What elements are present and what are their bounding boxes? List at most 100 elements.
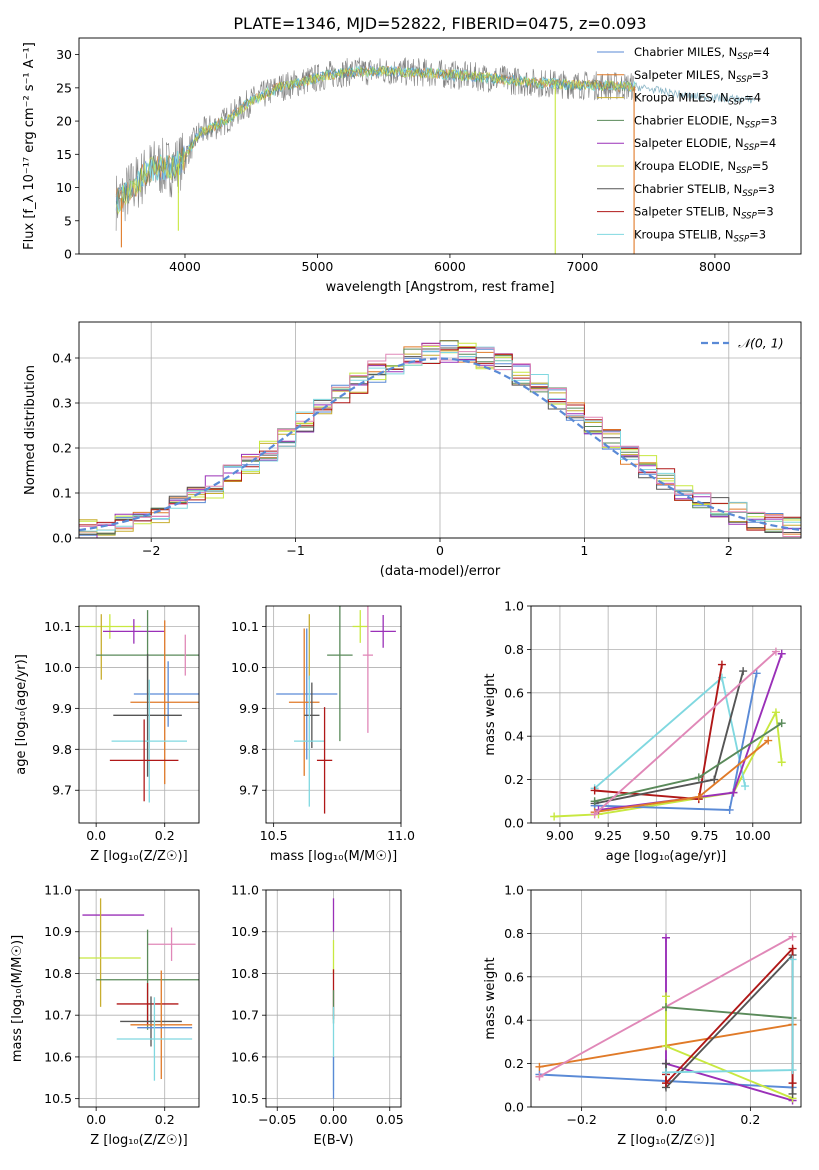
legend-subscript: SSP [745, 120, 761, 130]
y-tick-label: 10.9 [231, 924, 259, 939]
y-axis-label: mass [log₁₀(M/M☉)] [10, 935, 25, 1062]
legend-text: Chabrier ELODIE, N [634, 113, 745, 127]
legend-text: Chabrier MILES, N [634, 45, 737, 59]
axes-frame [265, 605, 402, 824]
y-tick-label: 25 [56, 80, 72, 95]
y-tick-label: 10.1 [44, 619, 72, 634]
legend-subscript: SSP [744, 143, 760, 153]
y-tick-label: 0.3 [52, 396, 72, 411]
legend-tail: =3 [758, 182, 775, 196]
x-tick-label: 0.2 [740, 1112, 760, 1127]
age-vs-mass-panel: 10.5 11.0 9.7 9.8 9.9 10.0 10.1 mass [log₁₀(M/M… [231, 605, 415, 864]
legend-subscript: SSP [741, 212, 757, 222]
y-tick-label: 0.4 [504, 729, 524, 744]
y-tick-label: 10 [56, 180, 72, 195]
weight-point-marker [662, 1003, 670, 1012]
x-tick-label: 0.0 [86, 828, 106, 843]
legend-entry: Chabrier MILES, NSSP=4 [634, 45, 770, 62]
legend-entry: Salpeter ELODIE, NSSP=4 [634, 136, 776, 153]
legend-tail: =3 [757, 205, 774, 219]
legend-text: Kroupa ELODIE, N [634, 159, 736, 173]
legend-tail: =3 [752, 68, 769, 82]
x-tick-label: 9.50 [642, 828, 670, 843]
weight-point-marker [590, 810, 599, 819]
model-spectrum [115, 66, 636, 209]
weight-point-marker [662, 1059, 670, 1068]
x-tick-label: 11.0 [387, 828, 415, 843]
weight-point-marker [729, 788, 738, 797]
legend-subscript: SSP [729, 98, 745, 108]
y-tick-label: 0.6 [504, 685, 524, 700]
x-axis-label: mass [log₁₀(M/M☉)] [270, 849, 397, 864]
weight-point-marker [694, 792, 703, 801]
y-tick-label: 10.1 [231, 619, 259, 634]
x-tick-label: −0.2 [566, 1112, 596, 1127]
y-tick-label: 9.7 [239, 783, 259, 798]
histogram-series [79, 347, 801, 538]
x-tick-label: −2 [142, 543, 160, 558]
y-tick-label: 10.6 [231, 1049, 259, 1064]
y-axis-label: mass weight [483, 957, 498, 1039]
y-tick-label: 0.0 [504, 816, 524, 831]
model-spectrum [115, 65, 636, 215]
y-tick-label: 0.2 [52, 441, 72, 456]
x-tick-label: 10.00 [735, 828, 771, 843]
weight-point-marker [662, 1079, 670, 1088]
mass-vs-metallicity-panel: 0.0 0.2 10.5 10.6 10.7 10.8 10.9 11.0 Z [log₁₀(Z… [10, 883, 200, 1148]
legend-subscript: SSP [736, 166, 752, 176]
model-spectrum [115, 65, 636, 211]
legend-tail: =4 [744, 91, 761, 105]
y-tick-label: 9.9 [239, 701, 259, 716]
axes-frame [78, 321, 802, 539]
legend-text: Chabrier STELIB, N [634, 182, 742, 196]
gaussian-curve [79, 357, 801, 532]
weight-point-marker [788, 944, 797, 953]
y-tick-label: 10.5 [231, 1091, 259, 1106]
y-tick-label: 0.6 [504, 969, 524, 984]
y-tick-label: 0.0 [504, 1100, 524, 1115]
weight-point-marker [550, 812, 559, 821]
y-tick-label: 10.0 [231, 660, 259, 675]
weight-point-marker [741, 782, 750, 791]
x-axis-label: age [log₁₀(age/yr)] [606, 849, 727, 864]
x-tick-label: 2 [725, 543, 733, 558]
weight-point-marker [771, 708, 780, 717]
y-tick-label: 10.8 [44, 966, 72, 981]
legend-entry: Salpeter MILES, NSSP=3 [634, 68, 769, 85]
legend-entry: Kroupa STELIB, NSSP=3 [634, 227, 766, 244]
y-tick-label: 9.7 [52, 783, 72, 798]
y-tick-label: 10.8 [231, 966, 259, 981]
y-axis-label: mass weight [483, 673, 498, 755]
y-tick-label: 11.0 [231, 883, 259, 898]
y-tick-label: 0.2 [504, 1056, 524, 1071]
y-tick-label: 10.5 [44, 1091, 72, 1106]
histogram-series [79, 344, 801, 538]
x-tick-label: −1 [286, 543, 304, 558]
y-tick-label: 9.8 [239, 742, 259, 757]
x-axis-label: Z [log₁₀(Z/Z☉)] [90, 1133, 187, 1148]
x-tick-label: 0.2 [155, 828, 175, 843]
x-axis-label: Z [log₁₀(Z/Z☉)] [90, 849, 187, 864]
weight-point-marker [590, 786, 599, 795]
x-tick-label: 9.25 [594, 828, 622, 843]
weight-point-marker [788, 1089, 797, 1098]
y-tick-label: 20 [56, 114, 72, 129]
x-tick-label: −0.05 [258, 1112, 296, 1127]
weight-point-marker [777, 649, 786, 658]
x-tick-label: 6000 [434, 259, 466, 274]
legend-entry: Chabrier STELIB, NSSP=3 [634, 182, 775, 199]
x-tick-label: 5000 [302, 259, 334, 274]
y-tick-label: 9.9 [52, 701, 72, 716]
axes-frame [78, 605, 200, 824]
legend-subscript: SSP [737, 52, 753, 62]
x-tick-label: 0.2 [155, 1112, 175, 1127]
weight-point-marker [590, 797, 599, 806]
x-tick-label: 0.00 [320, 1112, 348, 1127]
residuals-panel: −2 −1 0 1 2 0.0 0.1 0.2 0.3 0.4 (data-model)/error… [23, 321, 802, 579]
legend-entry: 𝒩(0, 1) [738, 336, 784, 351]
x-axis-label: wavelength [Angstrom, rest frame] [326, 280, 555, 295]
y-tick-label: 11.0 [44, 883, 72, 898]
weight-point-marker [752, 669, 761, 678]
x-tick-label: 0.0 [86, 1112, 106, 1127]
weight-vs-age-panel: 9.00 9.25 9.50 9.75 10.00 0.0 0.2 0.4 0.6 0.8 1.0 a… [483, 599, 802, 864]
